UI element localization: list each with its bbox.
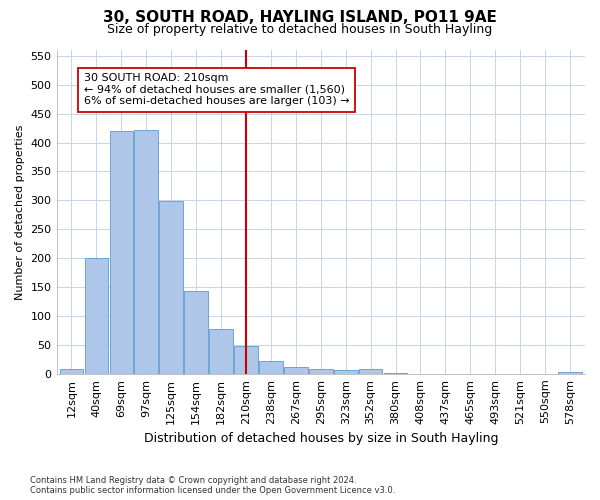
Bar (558, 372, 582, 374)
Bar (134, 130, 158, 374)
Text: 30 SOUTH ROAD: 210sqm
← 94% of detached houses are smaller (1,560)
6% of semi-de: 30 SOUTH ROAD: 210sqm ← 94% of detached … (84, 73, 350, 106)
Text: Contains HM Land Registry data © Crown copyright and database right 2024.
Contai: Contains HM Land Registry data © Crown c… (30, 476, 395, 495)
Bar (284, 367, 308, 374)
Text: Size of property relative to detached houses in South Hayling: Size of property relative to detached ho… (107, 22, 493, 36)
Bar (334, 370, 358, 374)
Y-axis label: Number of detached properties: Number of detached properties (15, 124, 25, 300)
X-axis label: Distribution of detached houses by size in South Hayling: Distribution of detached houses by size … (143, 432, 498, 445)
Bar (359, 369, 382, 374)
Bar (110, 131, 133, 374)
Bar (259, 360, 283, 374)
Bar (234, 346, 258, 374)
Bar (160, 201, 183, 374)
Bar (85, 258, 108, 374)
Bar (209, 328, 233, 374)
Bar (309, 369, 332, 374)
Text: 30, SOUTH ROAD, HAYLING ISLAND, PO11 9AE: 30, SOUTH ROAD, HAYLING ISLAND, PO11 9AE (103, 10, 497, 25)
Bar (384, 372, 407, 374)
Bar (59, 369, 83, 374)
Bar (184, 291, 208, 374)
